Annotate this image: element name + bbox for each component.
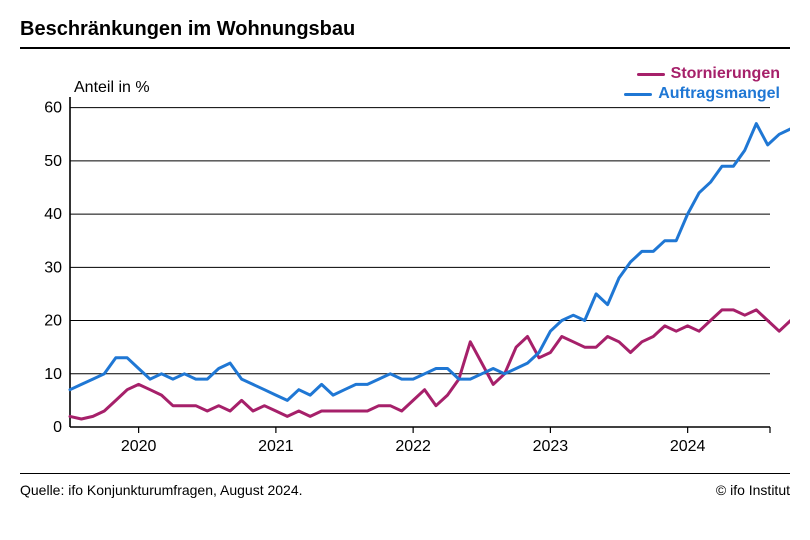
legend-swatch [637, 73, 665, 76]
y-tick-label: 50 [44, 153, 62, 170]
x-tick-label: 2024 [670, 438, 706, 455]
x-tick-label: 2022 [395, 438, 431, 455]
y-tick-label: 30 [44, 259, 62, 276]
legend: Stornierungen Auftragsmangel [624, 65, 780, 105]
legend-label: Auftragsmangel [658, 85, 780, 103]
footer-source: Quelle: ifo Konjunkturumfragen, August 2… [20, 482, 303, 498]
legend-swatch [624, 93, 652, 96]
series-line [70, 124, 790, 401]
series-line [70, 310, 790, 419]
footer: Quelle: ifo Konjunkturumfragen, August 2… [20, 473, 790, 498]
y-tick-label: 40 [44, 206, 62, 223]
chart-area: Anteil in % 0 10 20 30 40 50 60 2020 2021 2022 202… [20, 57, 790, 467]
x-tick-label: 2021 [258, 438, 294, 455]
legend-item: Auftragsmangel [624, 85, 780, 103]
legend-item: Stornierungen [624, 65, 780, 83]
y-axis-label: Anteil in % [74, 79, 150, 97]
y-tick-label: 0 [53, 419, 62, 436]
y-tick-label: 60 [44, 100, 62, 117]
legend-label: Stornierungen [671, 65, 780, 83]
line-chart-svg: 0 10 20 30 40 50 60 2020 2021 2022 2023 2024 [20, 57, 790, 467]
footer-brand: © ifo Institut [716, 482, 790, 498]
x-tick-label: 2020 [121, 438, 157, 455]
x-tick-label: 2023 [533, 438, 569, 455]
title-rule [20, 47, 790, 49]
y-tick-label: 10 [44, 366, 62, 383]
y-tick-label: 20 [44, 313, 62, 330]
chart-container: Beschränkungen im Wohnungsbau Anteil in … [0, 0, 810, 540]
chart-title: Beschränkungen im Wohnungsbau [20, 18, 790, 41]
